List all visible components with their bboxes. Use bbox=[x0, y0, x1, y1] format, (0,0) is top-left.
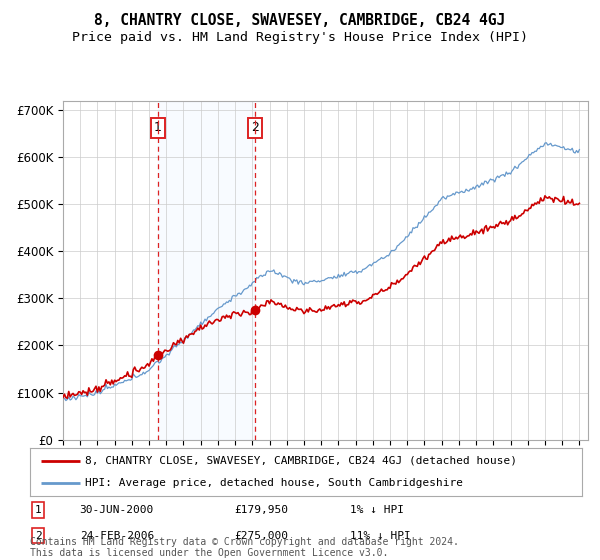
Text: 1: 1 bbox=[35, 505, 41, 515]
Text: 2: 2 bbox=[251, 122, 259, 134]
Text: 8, CHANTRY CLOSE, SWAVESEY, CAMBRIDGE, CB24 4GJ: 8, CHANTRY CLOSE, SWAVESEY, CAMBRIDGE, C… bbox=[94, 13, 506, 29]
Text: 30-JUN-2000: 30-JUN-2000 bbox=[80, 505, 154, 515]
Text: Price paid vs. HM Land Registry's House Price Index (HPI): Price paid vs. HM Land Registry's House … bbox=[72, 31, 528, 44]
Text: 8, CHANTRY CLOSE, SWAVESEY, CAMBRIDGE, CB24 4GJ (detached house): 8, CHANTRY CLOSE, SWAVESEY, CAMBRIDGE, C… bbox=[85, 456, 517, 466]
Text: £275,000: £275,000 bbox=[234, 531, 288, 540]
Text: £179,950: £179,950 bbox=[234, 505, 288, 515]
Text: HPI: Average price, detached house, South Cambridgeshire: HPI: Average price, detached house, Sout… bbox=[85, 478, 463, 488]
Text: Contains HM Land Registry data © Crown copyright and database right 2024.
This d: Contains HM Land Registry data © Crown c… bbox=[30, 536, 459, 558]
Text: 1: 1 bbox=[154, 122, 161, 134]
Bar bbox=[158, 101, 255, 440]
Text: 1% ↓ HPI: 1% ↓ HPI bbox=[350, 505, 404, 515]
Text: 24-FEB-2006: 24-FEB-2006 bbox=[80, 531, 154, 540]
Text: 11% ↓ HPI: 11% ↓ HPI bbox=[350, 531, 411, 540]
Text: 2: 2 bbox=[35, 531, 41, 540]
